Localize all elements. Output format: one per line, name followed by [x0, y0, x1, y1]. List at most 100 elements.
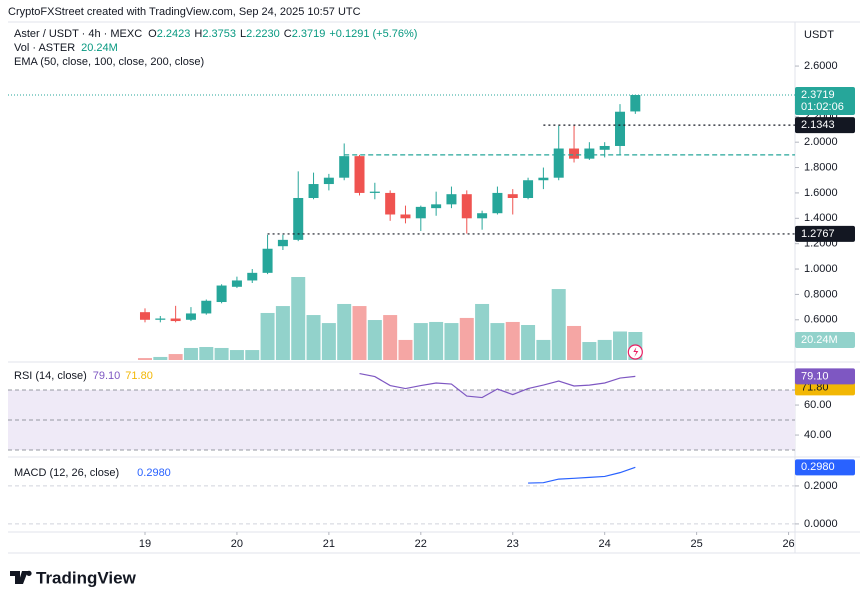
volume-bar: [183, 347, 198, 360]
y-tick-label: 1.8000: [804, 161, 838, 173]
brand-name: TradingView: [36, 568, 137, 587]
logo-icon: [10, 570, 32, 584]
y-tick-label: 2.6000: [804, 60, 838, 72]
x-tick-label: 22: [415, 538, 427, 550]
candle-body: [339, 156, 350, 178]
candle-body: [415, 206, 426, 219]
candle-body: [523, 180, 534, 198]
rsi-title: RSI (14, close): [14, 370, 87, 382]
candle-body: [369, 191, 380, 193]
x-tick-label: 21: [323, 538, 335, 550]
volume-bar: [291, 277, 306, 360]
ohlc-value: 2.3753: [202, 28, 236, 40]
candle-body: [262, 248, 273, 273]
x-tick-label: 23: [507, 538, 519, 550]
last-price-badge: [795, 86, 855, 115]
volume-bar: [137, 358, 152, 360]
volume-bar: [199, 346, 214, 360]
candle-body: [354, 156, 365, 193]
candle-body: [293, 197, 304, 240]
volume-bar: [214, 347, 229, 360]
indicator-line: [359, 372, 636, 399]
volume-bar: [429, 321, 444, 360]
volume-bar: [275, 306, 290, 360]
macd-value: 0.2980: [137, 467, 171, 479]
volume-bar: [168, 354, 183, 360]
candle-body: [461, 194, 472, 219]
last-value-badge: [795, 459, 855, 476]
candle-body: [400, 214, 411, 219]
y-tick-label: 40.00: [804, 429, 832, 441]
candle-body: [170, 318, 181, 322]
volume-bar: [475, 303, 490, 360]
ohlc-value: 2.3719: [292, 28, 326, 40]
candle-body: [446, 194, 457, 205]
volume-bar: [398, 339, 413, 360]
price-line-badge: [795, 117, 855, 134]
volume-bar: [413, 323, 428, 360]
y-tick-label: 2.0000: [804, 136, 838, 148]
candle-body: [615, 111, 626, 146]
volume-bar: [505, 321, 520, 360]
x-tick-label: 25: [691, 538, 703, 550]
volume-bar: [613, 331, 628, 360]
last-price-text: 2.3719: [801, 89, 835, 101]
y-tick-label: 0.6000: [804, 314, 838, 326]
y-tick-label: 1.6000: [804, 187, 838, 199]
indicator-line: [528, 466, 636, 484]
volume-legend: Vol · ASTER 20.24M: [14, 42, 118, 54]
x-tick-label: 19: [139, 538, 151, 550]
candle-body: [277, 239, 288, 247]
ohlc-value: 2.2230: [246, 28, 280, 40]
x-tick-label: 26: [782, 538, 794, 550]
volume-bar: [582, 342, 597, 360]
candle-body: [553, 148, 564, 178]
candle-body: [431, 204, 442, 209]
candle-body: [216, 285, 227, 303]
symbol-title: Aster / USDT · 4h · MEXC: [14, 28, 142, 40]
replay-icon-bolt: [633, 347, 639, 357]
ohlc-label: L: [240, 28, 246, 40]
y-tick-label: 60.00: [804, 399, 832, 411]
candle-body: [155, 318, 166, 320]
rsi-value: 79.10: [93, 370, 121, 382]
volume-bar: [444, 323, 459, 360]
candle-body: [385, 192, 396, 215]
candle-body: [584, 148, 595, 159]
candle-body: [323, 177, 334, 185]
candle-body: [599, 145, 610, 150]
volume-bar: [352, 306, 367, 360]
candle-body: [201, 300, 212, 314]
y-tick-label: 1.4000: [804, 212, 838, 224]
volume-bar: [567, 325, 582, 360]
volume-bar: [459, 317, 474, 360]
volume-bar: [229, 350, 244, 360]
last-value-badge: [795, 368, 855, 385]
change: +0.1291 (+5.76%): [329, 28, 417, 40]
candle-body: [139, 312, 150, 320]
candle-body: [507, 194, 518, 198]
rsi-ma-value: 71.80: [125, 370, 153, 382]
x-tick-label: 24: [599, 538, 611, 550]
candle-body: [538, 177, 549, 181]
volume-bar: [306, 315, 321, 360]
volume-bar: [337, 303, 352, 360]
volume-bar: [490, 323, 505, 360]
candle-body: [630, 94, 641, 112]
last-value-text: 79.10: [801, 370, 829, 382]
volume-value: 20.24M: [81, 42, 118, 54]
ohlc-label: H: [194, 28, 202, 40]
plot-area: 19 20 21 22 23 24 25 26: [8, 94, 795, 550]
price-scale: 0.60000.80001.00001.20001.40001.60001.80…: [795, 60, 855, 530]
volume-bar: [551, 289, 566, 360]
price-line-text: 1.2767: [801, 228, 835, 240]
candle-body: [569, 148, 580, 159]
y-tick-label: 0.0000: [804, 518, 838, 530]
candle-body: [477, 213, 488, 219]
y-tick-label: 0.2000: [804, 480, 838, 492]
volume-bar: [260, 312, 275, 360]
volume-last-badge: [795, 332, 855, 349]
countdown-text: 01:02:06: [801, 101, 844, 113]
